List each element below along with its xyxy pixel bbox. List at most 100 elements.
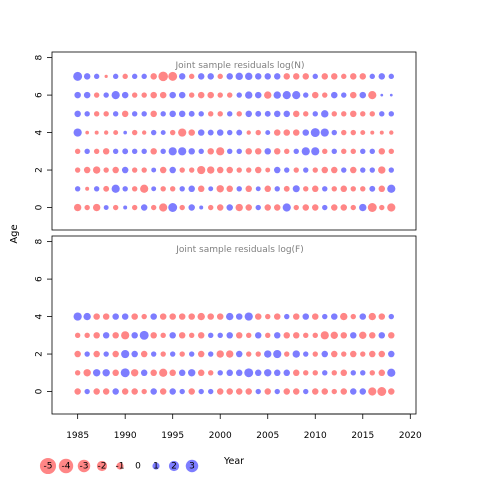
residual-bubble: [216, 313, 224, 320]
residual-bubble: [360, 351, 366, 357]
residual-bubble: [378, 185, 386, 193]
residual-bubble: [102, 369, 110, 377]
legend-bubble: [58, 458, 74, 474]
panel-logF-y-axis: 0 2 4 6 8: [35, 238, 52, 394]
residual-bubble: [122, 73, 128, 80]
residual-bubble: [340, 369, 348, 377]
residual-bubble: [322, 92, 328, 98]
residual-bubble: [264, 148, 271, 155]
residual-bubble: [359, 203, 367, 212]
residual-bubble: [112, 111, 119, 117]
residual-bubble: [169, 332, 176, 339]
residual-bubble: [198, 111, 204, 117]
residual-bubble: [112, 313, 119, 320]
residual-bubble: [150, 148, 157, 155]
residual-bubble: [303, 167, 309, 173]
residual-bubble: [160, 111, 166, 117]
residual-bubble: [283, 332, 290, 339]
residual-bubble: [312, 313, 319, 320]
residual-bubble: [226, 388, 233, 395]
residual-bubble: [226, 369, 233, 377]
legend-bubble: [77, 459, 91, 473]
residual-bubble: [359, 388, 367, 395]
residual-bubble: [197, 165, 206, 175]
x-axis: 1985 1990 1995 2000 2005 2010 2015 2020: [66, 413, 422, 441]
residual-bubble: [227, 111, 233, 117]
residual-bubble: [93, 186, 100, 192]
residual-bubble: [208, 204, 214, 211]
residual-bubble: [331, 91, 338, 99]
residual-bubble: [350, 166, 357, 174]
residual-bubble: [246, 351, 252, 357]
residual-bubble: [350, 370, 356, 376]
residual-bubble: [254, 91, 262, 99]
residual-bubble: [121, 110, 129, 118]
residual-bubble: [189, 351, 195, 357]
residual-bubble: [245, 91, 253, 99]
residual-bubble: [217, 370, 223, 376]
residual-bubble: [159, 368, 168, 377]
legend-label: -5: [44, 462, 53, 472]
residual-bubble: [73, 312, 82, 321]
residual-bubble: [217, 92, 223, 98]
residual-bubble: [178, 147, 187, 156]
residual-bubble: [350, 148, 356, 155]
panel-logF-title: Joint sample residuals log(F): [175, 245, 303, 255]
residual-bubble: [331, 204, 338, 211]
residual-bubble: [150, 91, 157, 99]
residual-bubble: [74, 110, 81, 118]
residual-bubble: [113, 130, 119, 136]
residual-bubble: [121, 388, 129, 395]
residual-bubble: [84, 111, 90, 117]
residual-bubble: [265, 332, 271, 339]
residual-bubble: [74, 167, 81, 173]
residual-bubble: [274, 166, 281, 174]
residual-bubble: [139, 330, 149, 340]
residual-bubble: [236, 186, 242, 192]
residual-bubble: [158, 71, 168, 82]
residual-bubble: [283, 129, 290, 136]
residual-bubble: [207, 166, 215, 174]
residual-bubble: [254, 369, 262, 377]
residual-bubble: [312, 332, 318, 339]
residual-bubble: [255, 204, 261, 211]
residual-bubble: [189, 73, 195, 80]
residual-bubble: [216, 204, 224, 211]
residual-bubble: [188, 185, 195, 193]
residual-bubble: [254, 313, 262, 320]
residual-bubble: [197, 91, 205, 99]
x-tick-label: 2000: [209, 431, 232, 441]
y-tick-label: 4: [35, 313, 45, 319]
residual-bubble: [131, 111, 138, 117]
residual-bubble: [226, 332, 233, 339]
residual-bubble: [388, 350, 395, 358]
legend-bubble: [152, 462, 160, 470]
residual-bubble: [226, 204, 233, 211]
residual-bubble: [254, 332, 262, 339]
residual-bubble: [284, 313, 290, 320]
panel-logN-frame: [51, 51, 417, 231]
residual-bubble: [197, 73, 205, 80]
residual-bubble: [360, 148, 366, 155]
residual-bubble: [369, 148, 375, 155]
panel-logF: Joint sample residuals log(F) 0 2 4 6 8: [35, 235, 417, 415]
residual-bubble: [131, 350, 138, 358]
residual-bubble: [378, 369, 386, 377]
residual-bubble: [292, 185, 300, 193]
residual-bubble: [283, 110, 290, 118]
residual-bubble: [388, 332, 395, 339]
x-tick-label: 2005: [256, 431, 279, 441]
residual-bubble: [169, 351, 176, 357]
residual-bubble: [207, 91, 214, 99]
residual-bubble: [93, 350, 100, 358]
panel-logN-bubbles: [73, 71, 396, 212]
residual-bubble: [293, 204, 299, 211]
residual-bubble: [84, 148, 90, 155]
residual-bubble: [312, 388, 319, 395]
residual-bubble: [302, 129, 309, 136]
residual-bubble: [169, 110, 176, 118]
residual-bubble: [150, 351, 157, 357]
residual-bubble: [340, 185, 348, 193]
legend-label: -2: [98, 462, 107, 472]
residual-bubble: [74, 370, 81, 376]
